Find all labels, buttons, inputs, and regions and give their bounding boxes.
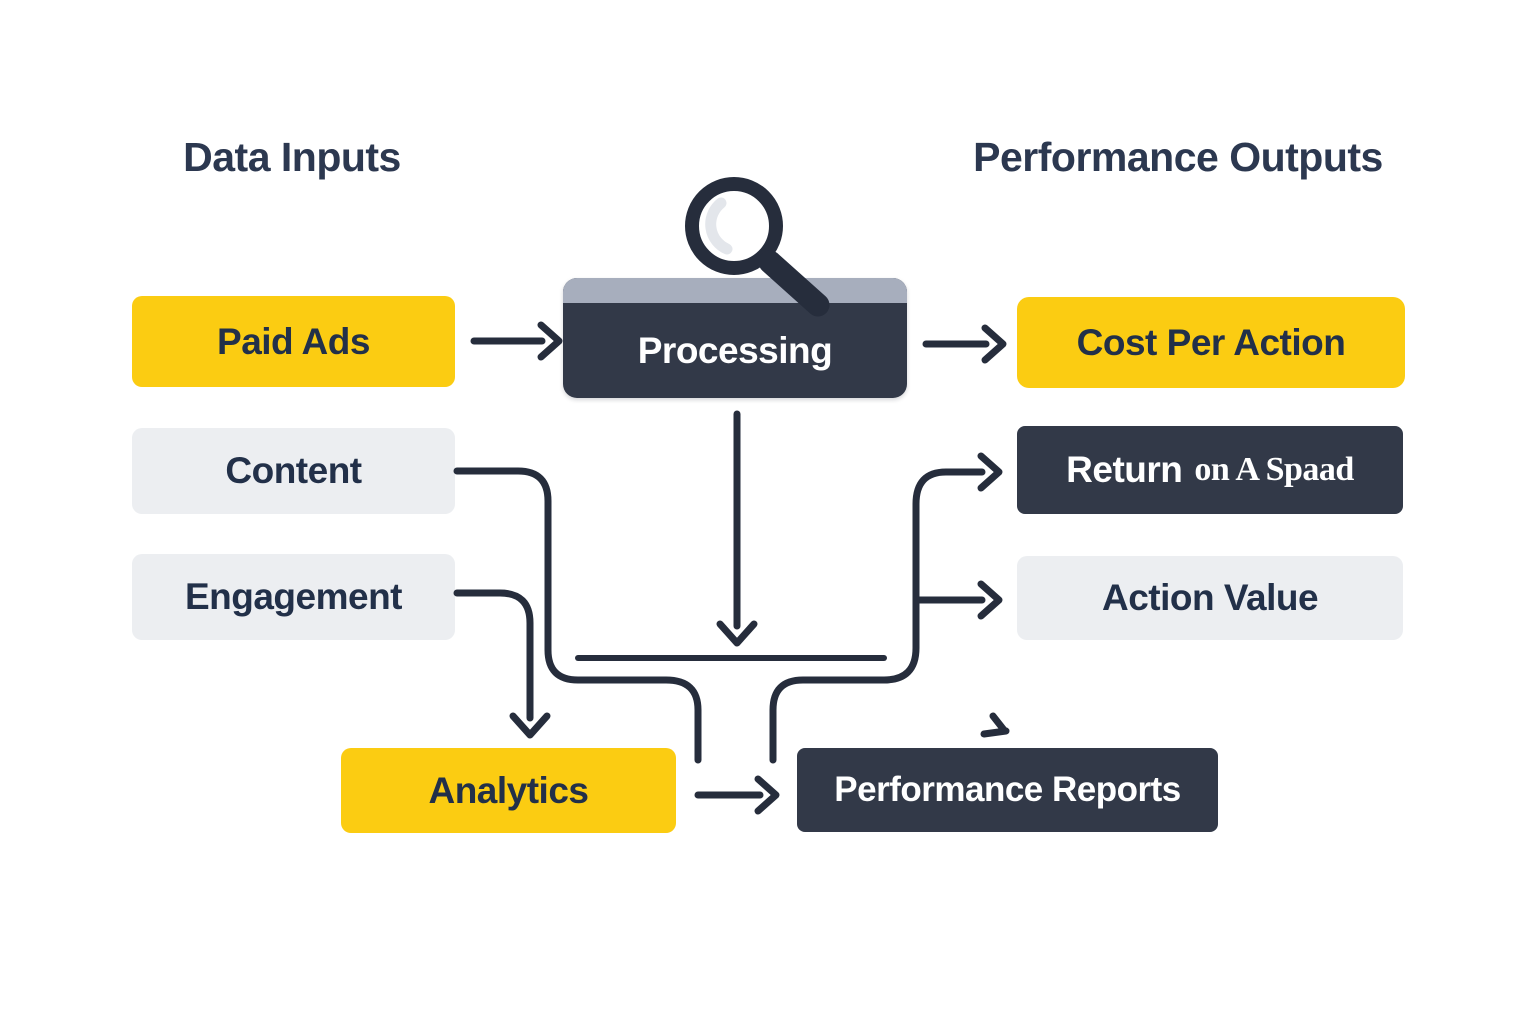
node-roas-label-handwritten: on A Spaad: [1194, 451, 1354, 488]
processing-top-band: [563, 278, 907, 303]
node-paid-ads: Paid Ads: [132, 296, 455, 387]
connector-to-return-on-ad-spend: [769, 452, 1003, 764]
node-engagement-label: Engagement: [184, 576, 403, 617]
arrow-processing-to-cost-per-action: [922, 324, 1007, 364]
node-processing: Processing: [563, 278, 907, 398]
node-cost-per-action-label: Cost Per Action: [1076, 321, 1346, 363]
node-action-value: Action Value: [1017, 556, 1403, 640]
arrow-processing-down: [716, 410, 758, 647]
node-paid-ads-label: Paid Ads: [217, 320, 370, 362]
node-processing-label: Processing: [637, 329, 833, 371]
node-return-on-ad-spend: Return on A Spaad: [1017, 426, 1403, 514]
node-roas-label-bold: Return: [1066, 449, 1183, 490]
node-cost-per-action: Cost Per Action: [1017, 297, 1405, 388]
node-analytics: Analytics: [341, 748, 676, 833]
connector-content-funnel: [453, 467, 702, 764]
node-performance-reports: Performance Reports: [797, 748, 1218, 832]
node-engagement: Engagement: [132, 554, 455, 640]
column-heading-performance-outputs: Performance Outputs: [973, 134, 1383, 180]
node-performance-reports-label: Performance Reports: [834, 770, 1181, 809]
node-content-label: Content: [225, 450, 362, 491]
arrow-engagement-to-analytics: [453, 589, 551, 739]
arrow-analytics-to-performance-reports: [694, 775, 780, 815]
node-analytics-label: Analytics: [428, 769, 589, 811]
column-heading-data-inputs: Data Inputs: [183, 134, 401, 180]
arrow-paid-ads-to-processing: [470, 321, 563, 361]
node-content: Content: [132, 428, 455, 514]
node-action-value-label: Action Value: [1101, 577, 1319, 618]
small-arrow-icon: [980, 712, 1010, 738]
arrow-to-action-value: [912, 580, 1003, 620]
